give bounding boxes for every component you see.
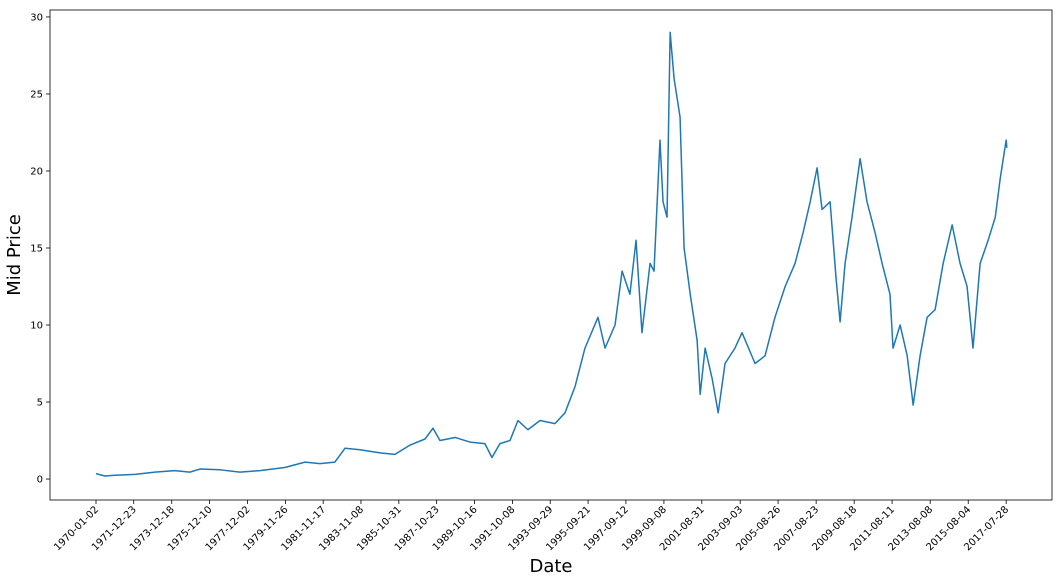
y-tick-label: 0 <box>37 475 43 486</box>
y-tick-label: 30 <box>30 12 43 23</box>
x-axis-label: Date <box>529 556 572 577</box>
y-tick-label: 15 <box>30 243 43 254</box>
y-axis-label: Mid Price <box>4 214 25 296</box>
y-tick-label: 20 <box>30 166 43 177</box>
price-line <box>95 31 1008 477</box>
y-tick-label: 10 <box>30 321 43 332</box>
y-tick-label: 25 <box>30 89 43 100</box>
plot-frame <box>49 9 1053 501</box>
y-tick-label: 5 <box>37 398 43 409</box>
